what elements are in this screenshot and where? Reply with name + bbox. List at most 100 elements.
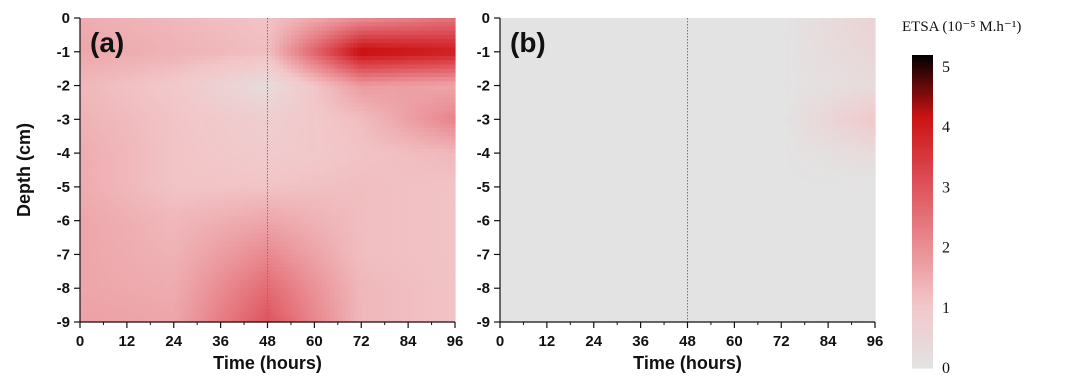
heatmap-cell bbox=[107, 85, 112, 91]
heatmap-cell bbox=[91, 60, 97, 66]
heatmap-cell bbox=[146, 216, 151, 222]
heatmap-cell bbox=[431, 191, 437, 196]
heatmap-cell bbox=[330, 51, 335, 57]
heatmap-cell bbox=[400, 85, 405, 91]
heatmap-cell bbox=[193, 77, 198, 82]
heatmap-cell bbox=[95, 51, 101, 57]
heatmap-cell bbox=[259, 208, 265, 213]
heatmap-cell bbox=[326, 157, 331, 163]
heatmap-cell bbox=[353, 106, 358, 112]
heatmap-cell bbox=[185, 56, 190, 61]
heatmap-cell bbox=[232, 157, 237, 163]
heatmap-cell bbox=[439, 170, 444, 175]
heatmap-cell bbox=[83, 224, 89, 230]
heatmap-cell bbox=[302, 94, 308, 99]
heatmap-cell bbox=[294, 170, 300, 175]
heatmap-cell bbox=[298, 39, 304, 44]
heatmap-cell bbox=[415, 64, 421, 70]
heatmap-cell bbox=[162, 18, 167, 23]
heatmap-cell bbox=[232, 47, 237, 53]
heatmap-cell bbox=[111, 77, 116, 82]
heatmap-cell bbox=[290, 64, 296, 70]
heatmap-cell bbox=[107, 157, 112, 163]
heatmap-cell bbox=[275, 208, 280, 213]
heatmap-cell bbox=[162, 127, 167, 133]
heatmap-cell bbox=[353, 220, 358, 226]
heatmap-cell bbox=[333, 85, 339, 91]
heatmap-cell bbox=[162, 216, 167, 222]
heatmap-cell bbox=[181, 229, 187, 234]
heatmap-cell bbox=[361, 47, 366, 53]
heatmap-cell bbox=[388, 56, 394, 61]
heatmap-cell bbox=[247, 51, 253, 57]
heatmap-cell bbox=[220, 26, 226, 32]
heatmap-cell bbox=[158, 123, 163, 129]
heatmap-cell bbox=[220, 72, 226, 78]
heatmap-cell bbox=[115, 68, 120, 74]
heatmap-cell bbox=[302, 127, 308, 133]
heatmap-cell bbox=[412, 85, 417, 91]
heatmap-cell bbox=[80, 178, 85, 184]
heatmap-cell bbox=[384, 30, 390, 36]
heatmap-cell bbox=[345, 229, 351, 234]
heatmap-cell bbox=[91, 199, 97, 205]
heatmap-cell bbox=[220, 199, 226, 205]
heatmap-cell bbox=[388, 144, 394, 150]
heatmap-cell bbox=[287, 30, 292, 36]
heatmap-cell bbox=[349, 140, 355, 146]
heatmap-cell bbox=[185, 140, 190, 146]
heatmap-cell bbox=[408, 72, 413, 78]
heatmap-cell bbox=[247, 98, 253, 104]
heatmap-cell bbox=[150, 102, 155, 108]
heatmap-cell bbox=[341, 182, 347, 188]
heatmap-cell bbox=[326, 115, 331, 120]
heatmap-cell bbox=[337, 191, 343, 196]
heatmap-cell bbox=[419, 56, 425, 61]
heatmap-cell bbox=[111, 119, 116, 125]
heatmap-cell bbox=[333, 94, 339, 99]
heatmap-cell bbox=[83, 110, 89, 116]
heatmap-cell bbox=[91, 47, 97, 53]
heatmap-cell bbox=[427, 47, 433, 53]
heatmap-cell bbox=[384, 157, 390, 163]
heatmap-cell bbox=[267, 157, 273, 163]
heatmap-cell bbox=[138, 212, 144, 218]
heatmap-cell bbox=[439, 39, 444, 44]
heatmap-cell bbox=[392, 18, 398, 23]
heatmap-cell bbox=[396, 170, 401, 175]
heatmap-cell bbox=[333, 132, 339, 137]
heatmap-cell bbox=[361, 115, 366, 120]
heatmap-cell bbox=[439, 34, 444, 40]
heatmap-cell bbox=[87, 229, 93, 234]
heatmap-cell bbox=[126, 178, 132, 184]
heatmap-cell bbox=[384, 64, 390, 70]
heatmap-cell bbox=[205, 212, 210, 218]
heatmap-cell bbox=[138, 216, 144, 222]
heatmap-cell bbox=[122, 182, 128, 188]
heatmap-cell bbox=[310, 18, 315, 23]
heatmap-cell bbox=[353, 170, 358, 175]
heatmap-cell bbox=[396, 195, 401, 201]
heatmap-cell bbox=[396, 85, 401, 91]
heatmap-cell bbox=[318, 174, 323, 180]
heatmap-cell bbox=[400, 106, 405, 112]
heatmap-cell bbox=[95, 102, 101, 108]
heatmap-cell bbox=[400, 208, 405, 213]
panel-a: 0 12 24 36 48 60 72 84 960-1-2-3-4-5-6-7-8-9Time… bbox=[14, 10, 463, 373]
heatmap-cell bbox=[173, 68, 179, 74]
heatmap-cell bbox=[353, 89, 358, 95]
heatmap-cell bbox=[443, 102, 448, 108]
heatmap-cell bbox=[193, 136, 198, 142]
heatmap-cell bbox=[423, 136, 429, 142]
heatmap-cell bbox=[95, 237, 101, 243]
heatmap-cell bbox=[103, 157, 108, 163]
heatmap-cell bbox=[189, 64, 194, 70]
heatmap-cell bbox=[255, 18, 261, 23]
heatmap-cell bbox=[185, 123, 190, 129]
heatmap-cell bbox=[251, 123, 257, 129]
heatmap-cell bbox=[177, 212, 183, 218]
heatmap-cell bbox=[283, 174, 288, 180]
heatmap-cell bbox=[302, 182, 308, 188]
heatmap-cell bbox=[87, 43, 93, 49]
heatmap-cell bbox=[119, 224, 124, 230]
